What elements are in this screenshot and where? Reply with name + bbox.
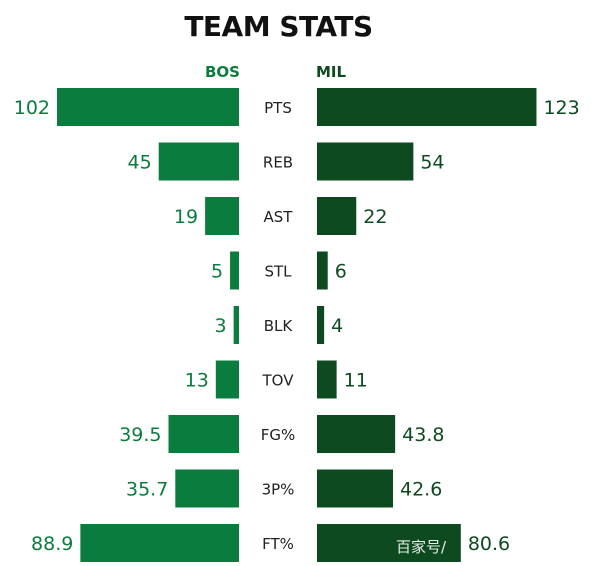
category-label-fg-pct: FG% xyxy=(261,426,296,444)
bar-mil-stl xyxy=(317,251,328,290)
bar-bos-tov xyxy=(215,360,239,399)
bar-bos-blk xyxy=(233,306,239,344)
legend-mil: MIL xyxy=(316,63,347,81)
value-label-mil-tov: 11 xyxy=(344,370,368,392)
value-label-mil-stl: 6 xyxy=(335,261,347,283)
category-label-pts: PTS xyxy=(264,99,292,117)
bar-mil-fg-pct xyxy=(317,415,396,453)
bar-mil-reb xyxy=(317,142,414,181)
bar-bos-reb xyxy=(158,142,239,181)
bar-bos-ft-pct xyxy=(80,524,239,562)
category-label-3p-pct: 3P% xyxy=(262,481,295,499)
bar-mil-tov xyxy=(317,360,337,399)
value-label-bos-tov: 13 xyxy=(185,370,209,392)
value-label-mil-ast: 22 xyxy=(363,206,387,228)
value-label-bos-ast: 19 xyxy=(174,206,198,228)
category-label-reb: REB xyxy=(263,154,293,172)
value-label-mil-reb: 54 xyxy=(420,152,444,174)
value-label-bos-stl: 5 xyxy=(211,261,223,283)
category-label-ft-pct: FT% xyxy=(262,535,294,553)
bar-mil-blk xyxy=(317,306,325,344)
bar-bos-ast xyxy=(205,197,239,235)
value-label-bos-pts: 102 xyxy=(14,97,50,119)
bar-bos-stl xyxy=(230,251,239,290)
bar-bos-3p-pct xyxy=(175,469,239,508)
category-label-tov: TOV xyxy=(262,372,295,390)
value-label-bos-ft-pct: 88.9 xyxy=(31,533,73,555)
value-label-bos-fg-pct: 39.5 xyxy=(119,424,161,446)
watermark-text: 百家号/ xyxy=(396,538,447,556)
value-label-mil-pts: 123 xyxy=(543,97,579,119)
bar-mil-ft-pct xyxy=(317,524,461,562)
bar-mil-3p-pct xyxy=(317,469,394,508)
value-label-mil-3p-pct: 42.6 xyxy=(400,479,442,501)
bar-bos-pts xyxy=(57,88,239,126)
chart-title: TEAM STATS xyxy=(184,10,373,43)
category-label-blk: BLK xyxy=(264,317,294,335)
value-label-mil-ft-pct: 80.6 xyxy=(468,533,510,555)
value-label-mil-blk: 4 xyxy=(331,315,343,337)
bar-bos-fg-pct xyxy=(168,415,239,453)
bar-mil-pts xyxy=(317,88,537,126)
bar-mil-ast xyxy=(317,197,357,235)
category-label-ast: AST xyxy=(264,208,294,226)
legend-bos: BOS xyxy=(205,63,240,81)
category-label-stl: STL xyxy=(264,263,292,281)
value-label-bos-blk: 3 xyxy=(215,315,227,337)
value-label-bos-3p-pct: 35.7 xyxy=(126,479,168,501)
value-label-mil-fg-pct: 43.8 xyxy=(402,424,444,446)
value-label-bos-reb: 45 xyxy=(128,152,152,174)
